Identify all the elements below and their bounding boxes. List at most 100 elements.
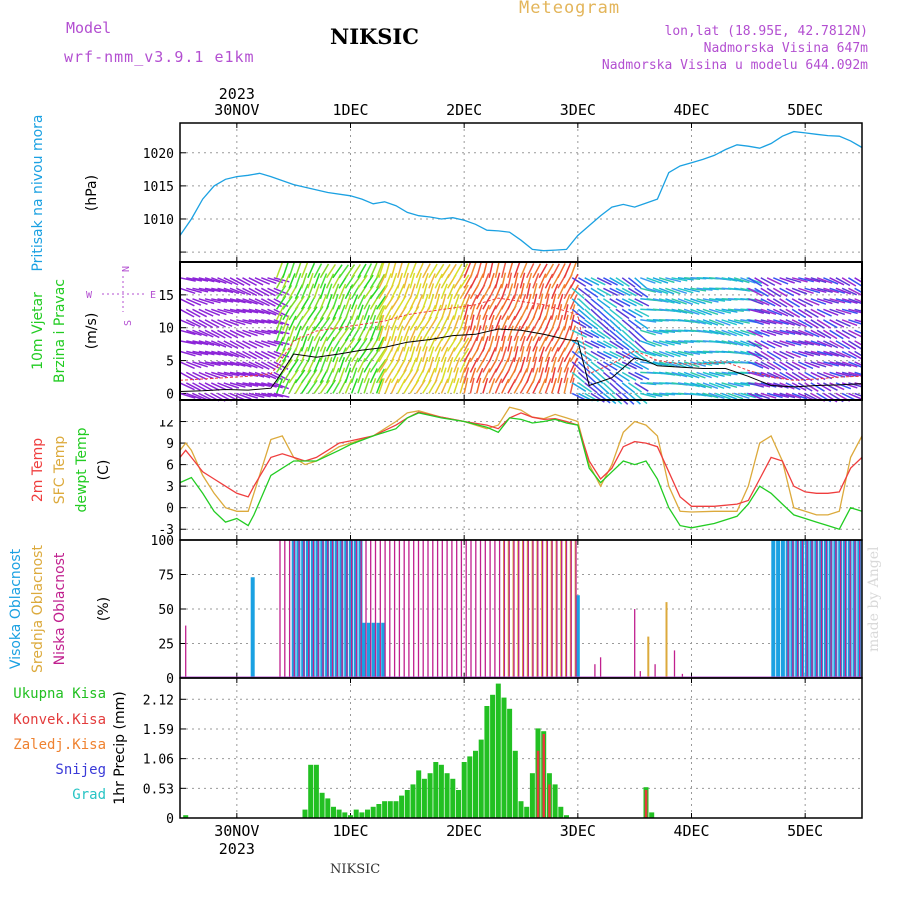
wind-arrow [652, 361, 669, 367]
wind-arrow [415, 357, 423, 373]
wind-arrow [823, 287, 840, 294]
wind-arrow [584, 287, 599, 298]
wind-arrow [409, 346, 416, 363]
time-label-top: 5DEC [787, 101, 823, 119]
wind-arrow [766, 340, 783, 348]
wind-arrow [229, 329, 245, 338]
wind-arrow [848, 392, 864, 401]
wind-arrow [325, 273, 335, 289]
wind-arrow [236, 361, 252, 368]
wind-arrow [538, 293, 544, 310]
wind-arrow [186, 277, 203, 282]
wind-arrow [261, 340, 277, 347]
wind-arrow [344, 337, 356, 352]
wind-arrow [652, 350, 669, 358]
wind-arrow [773, 392, 789, 399]
wind-arrow [754, 361, 770, 370]
wind-arrow [683, 350, 701, 355]
wind-arrow [841, 371, 858, 378]
wind-arrow [403, 262, 410, 279]
wind-arrow [282, 336, 290, 352]
wind-arrow [248, 329, 265, 336]
wind-barbs [179, 262, 877, 405]
wind-arrow [313, 263, 323, 279]
wind-arrow [544, 283, 552, 300]
wind-arrow [571, 329, 587, 338]
wind-arrow [696, 371, 712, 379]
wind-arrow [344, 293, 352, 310]
wind-arrow [294, 325, 302, 342]
wind-arrow [409, 357, 418, 373]
wind-arrow [350, 357, 359, 373]
wind-arrow [192, 340, 209, 346]
wind-arrow [300, 369, 312, 384]
wind-arrow [217, 277, 233, 285]
ylabel-3-3: (%) [96, 597, 112, 621]
ytick-label: -3 [158, 523, 174, 538]
wind-arrow [791, 392, 808, 400]
ylabel-4-0: 1hr Precip (mm) [112, 691, 128, 804]
wind-arrow [440, 293, 447, 310]
wind-arrow [569, 273, 579, 289]
wind-arrow [446, 293, 454, 310]
wind-arrow [634, 382, 649, 392]
ytick-label: 25 [158, 638, 174, 653]
wind-arrow [217, 308, 234, 315]
wind-arrow [369, 285, 381, 300]
wind-arrow [440, 304, 448, 321]
wind-arrow [519, 356, 526, 373]
wind-arrow [261, 382, 277, 388]
wind-arrow [550, 356, 557, 373]
wind-arrow [275, 358, 287, 373]
wind-arrow [378, 262, 385, 279]
wind-arrow [217, 319, 233, 327]
wind-arrow [192, 298, 208, 306]
wind-arrow [683, 371, 700, 379]
wind-arrow [469, 377, 475, 394]
wind-arrow [282, 325, 289, 342]
wind-arrow [810, 329, 826, 339]
wind-arrow [229, 361, 246, 367]
wind-arrow [260, 287, 276, 297]
wind-arrow [652, 340, 669, 347]
wind-arrow [409, 325, 418, 342]
wind-arrow [313, 346, 320, 363]
ytick-label: 1020 [143, 147, 174, 162]
precip-legend-0: Ukupna Kisa [13, 686, 106, 702]
wind-arrow [652, 298, 669, 303]
wind-arrow [217, 371, 234, 377]
model-altitude-label: Nadmorska Visina u modelu 644.092m [601, 58, 868, 73]
wind-arrow [779, 382, 795, 390]
footer-station: NIKSIC [330, 862, 381, 877]
wind-arrow [538, 315, 547, 331]
time-label-top: 30NOV [214, 101, 259, 119]
wind-arrow [254, 329, 271, 335]
wind-arrow [747, 340, 763, 350]
wind-arrow [300, 272, 308, 289]
wind-arrow [500, 262, 507, 278]
wind-arrow [235, 340, 251, 350]
wind-arrow [823, 382, 838, 391]
wind-arrow [627, 392, 641, 405]
wind-arrow [634, 319, 649, 330]
wind-arrow [260, 350, 276, 360]
wind-arrow [375, 325, 383, 342]
wind-arrow [403, 335, 409, 352]
wind-arrow [357, 357, 366, 373]
wind-arrow [747, 350, 763, 360]
wind-arrow [538, 304, 545, 321]
wind-arrow [229, 277, 245, 286]
wind-arrow [198, 382, 214, 392]
wind-arrow [261, 308, 277, 316]
wind-arrow [773, 277, 789, 285]
wind-arrow [198, 361, 215, 367]
wind-arrow [550, 304, 557, 320]
wind-arrow [816, 350, 833, 357]
wind-arrow [488, 272, 495, 289]
wind-arrow [715, 319, 731, 326]
wind-arrow [708, 319, 725, 327]
wind-arrow [525, 293, 532, 310]
wind-arrow [577, 308, 592, 321]
wind-arrow [440, 378, 449, 394]
wind-arrow [236, 329, 252, 338]
